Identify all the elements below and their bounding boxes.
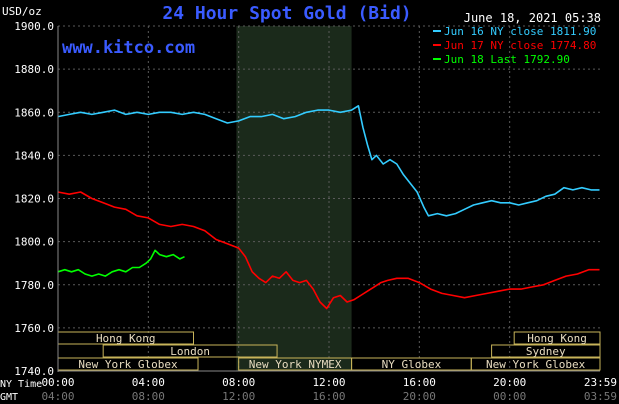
legend-entry: Jun 16 NY close 1811.90	[444, 25, 596, 38]
market-session-label: New York Globex	[78, 358, 178, 371]
y-tick-label: 1780.0	[14, 279, 54, 292]
market-session-box	[102, 344, 278, 358]
x-tick-label-ny: 23:59	[584, 376, 617, 389]
watermark-url: www.kitco.com	[62, 38, 195, 58]
x-tick-label-ny: 20:00	[493, 376, 526, 389]
unit-label: USD/oz	[2, 5, 42, 18]
x-tick-label-ny: 08:00	[222, 376, 255, 389]
x-tick-label-ny: 12:00	[312, 376, 345, 389]
legend-entry: Jun 17 NY close 1774.80	[444, 39, 596, 52]
y-tick-label: 1760.0	[14, 322, 54, 335]
timestamp: June 18, 2021 05:38	[464, 11, 601, 25]
series-line-2	[57, 191, 600, 310]
series-line-3	[57, 249, 185, 277]
y-tick-label: 1900.0	[14, 20, 54, 33]
y-tick-label: 1740.0	[14, 365, 54, 378]
y-tick-label: 1840.0	[14, 149, 54, 162]
market-session-box	[513, 331, 601, 345]
market-session-box	[491, 344, 601, 358]
y-tick-label: 1860.0	[14, 106, 54, 119]
market-session-label: Sydney	[526, 345, 566, 358]
market-session-label: Hong Kong	[96, 332, 156, 345]
market-session-label: NY Globex	[382, 358, 442, 371]
x-tick-label-gmt: 04:00	[41, 390, 74, 403]
market-session-label: London	[170, 345, 210, 358]
x-tick-label-ny: 00:00	[41, 376, 74, 389]
x-tick-label-gmt: 20:00	[403, 390, 436, 403]
y-tick-label: 1880.0	[14, 63, 54, 76]
x-tick-label-ny: 04:00	[132, 376, 165, 389]
x-tick-label-gmt: 00:00	[493, 390, 526, 403]
x-tick-label-ny: 16:00	[403, 376, 436, 389]
x-row-label-ny: NY Time	[0, 379, 42, 390]
x-row-label-gmt: GMT	[0, 392, 18, 403]
market-session-label: Hong Kong	[527, 332, 587, 345]
chart-title: 24 Hour Spot Gold (Bid)	[162, 3, 411, 24]
y-tick-label: 1800.0	[14, 236, 54, 249]
x-tick-label-gmt: 12:00	[222, 390, 255, 403]
market-session-box	[470, 357, 601, 371]
x-tick-label-gmt: 03:59	[584, 390, 617, 403]
market-session-label: New York NYMEX	[249, 358, 342, 371]
series-line-1	[57, 105, 600, 217]
legend-entry: Jun 18 Last 1792.90	[444, 53, 570, 66]
x-tick-label-gmt: 16:00	[312, 390, 345, 403]
market-session-label: New York Globex	[486, 358, 586, 371]
y-tick-label: 1820.0	[14, 193, 54, 206]
x-tick-label-gmt: 08:00	[132, 390, 165, 403]
